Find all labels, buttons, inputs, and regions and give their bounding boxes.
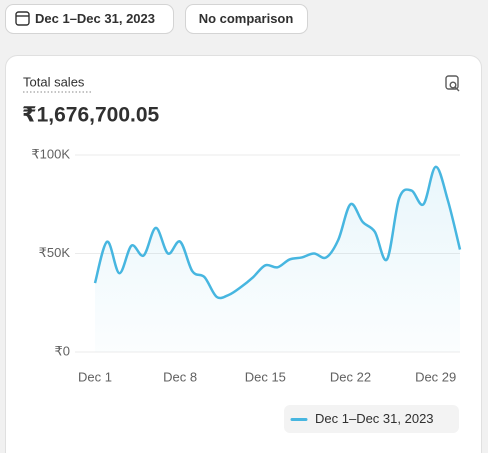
series-line	[93, 165, 462, 300]
x-tick-label: Dec 15	[245, 369, 286, 384]
metric-total: ₹1,676,700.05	[22, 104, 160, 127]
button-label[interactable]: No comparison	[199, 11, 294, 26]
button-bg[interactable]	[5, 4, 174, 34]
x-tick-label: Dec 1	[78, 369, 112, 384]
calendar-icon	[15, 11, 30, 26]
x-tick-label: Dec 29	[415, 369, 456, 384]
button-bg[interactable]	[185, 4, 308, 34]
legend-box	[284, 405, 459, 433]
button-label[interactable]: Dec 1–Dec 31, 2023	[35, 11, 155, 26]
y-tick-label: ₹0	[54, 343, 70, 358]
legend-label[interactable]: Dec 1–Dec 31, 2023	[315, 411, 434, 426]
y-tick-label: ₹100K	[31, 146, 70, 161]
explore-icon[interactable]	[445, 75, 460, 92]
x-tick-label: Dec 22	[330, 369, 371, 384]
metric-label[interactable]: Total sales	[23, 74, 85, 89]
date-button[interactable]: Dec 1–Dec 31, 2023	[5, 4, 174, 34]
series-area	[95, 166, 460, 352]
x-tick-label: Dec 8	[163, 369, 197, 384]
comparison-button[interactable]: No comparison	[185, 4, 308, 34]
plot: ₹0 ₹50K ₹100K Dec 1 Dec 8 Dec 15 Dec 22 Dec 29	[31, 146, 462, 384]
y-tick-label: ₹50K	[39, 245, 71, 260]
